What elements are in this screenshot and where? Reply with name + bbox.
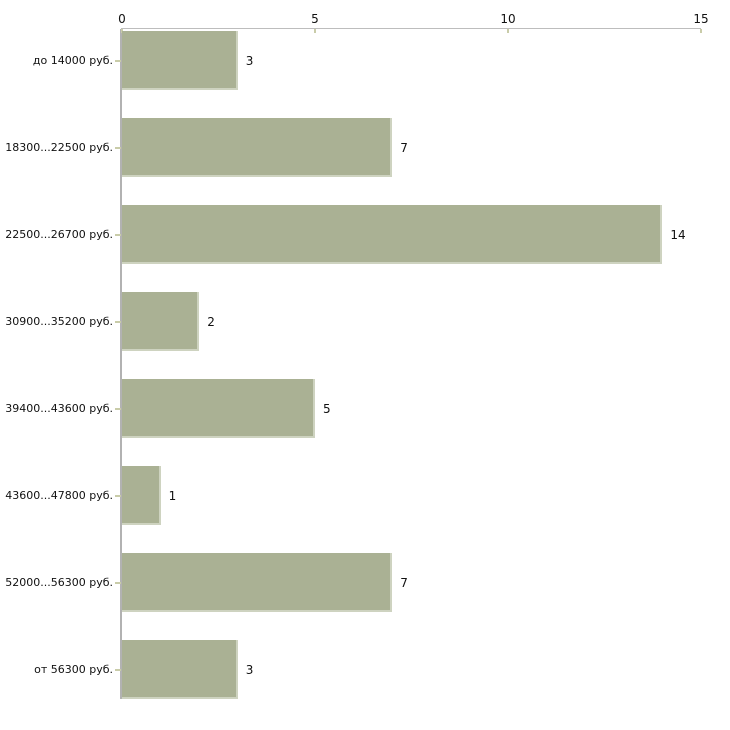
x-axis-tick [700,29,702,33]
y-axis-tick [115,407,121,410]
bar [122,640,238,699]
value-label: 5 [323,401,331,416]
value-label: 7 [400,140,408,155]
bar [122,118,393,177]
bar [122,292,200,351]
y-axis-tick [115,59,121,62]
bar [122,379,315,438]
category-label: 39400...43600 руб. [5,401,113,415]
y-axis-line [120,29,122,699]
value-label: 1 [168,488,177,503]
bar [122,205,663,264]
y-axis-tick [115,494,121,497]
x-axis-tick-label: 10 [500,12,516,26]
category-label: 43600...47800 руб. [5,488,113,502]
category-label: 22500...26700 руб. [5,227,113,241]
y-axis-tick [115,233,121,236]
x-axis-tick [314,29,316,33]
value-label: 2 [207,314,215,329]
category-label: 30900...35200 руб. [5,314,113,328]
category-label: от 56300 руб. [34,662,113,676]
x-axis-tick-label: 15 [693,12,709,26]
bar [122,31,238,90]
value-label: 7 [400,575,408,590]
value-label: 3 [245,662,254,677]
x-axis-tick-label: 0 [118,12,126,26]
y-axis-tick [115,320,121,323]
y-axis-tick [115,581,121,584]
value-label: 14 [670,227,686,242]
y-axis-tick [115,668,121,671]
y-axis-tick [115,146,121,149]
x-axis-line [121,28,701,29]
value-label: 3 [245,53,254,68]
category-label: до 14000 руб. [32,53,113,67]
x-axis-tick [507,29,509,33]
x-axis-tick-label: 5 [311,12,319,26]
bar [122,553,393,612]
category-label: 18300...22500 руб. [5,140,113,154]
category-label: 52000...56300 руб. [5,575,113,589]
bar [122,466,161,525]
